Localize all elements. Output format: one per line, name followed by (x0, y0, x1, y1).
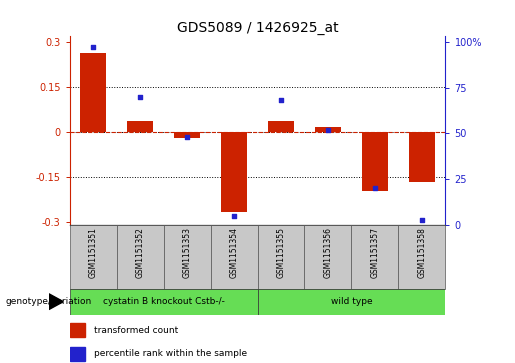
Text: transformed count: transformed count (94, 326, 178, 335)
Bar (127, 121, 153, 132)
Bar (70, 289, 258, 315)
Text: GSM1151352: GSM1151352 (135, 227, 145, 278)
Bar (70, 225, 116, 289)
Bar (258, 225, 304, 289)
Bar (116, 225, 164, 289)
Text: GSM1151351: GSM1151351 (89, 227, 97, 278)
Point (277, 98, 285, 103)
Point (230, 213, 238, 219)
Title: GDS5089 / 1426925_at: GDS5089 / 1426925_at (177, 21, 338, 35)
Polygon shape (49, 294, 63, 310)
Bar (352, 225, 399, 289)
Point (136, 94, 144, 100)
Bar (221, 132, 247, 212)
Text: GSM1151358: GSM1151358 (418, 227, 426, 278)
Bar (268, 121, 294, 132)
Text: GSM1151354: GSM1151354 (230, 227, 238, 278)
Bar (409, 132, 435, 182)
Bar (258, 289, 445, 315)
Bar (362, 132, 388, 191)
Text: GSM1151353: GSM1151353 (182, 227, 192, 278)
Bar (80, 53, 106, 132)
Bar (164, 225, 211, 289)
Text: wild type: wild type (331, 297, 372, 306)
Bar (304, 225, 352, 289)
Text: percentile rank within the sample: percentile rank within the sample (94, 349, 247, 358)
Bar (174, 132, 200, 138)
Text: GSM1151355: GSM1151355 (277, 227, 285, 278)
Point (418, 217, 426, 223)
Point (183, 134, 191, 140)
Text: genotype/variation: genotype/variation (5, 297, 91, 306)
Point (89, 44, 97, 50)
Text: GSM1151356: GSM1151356 (323, 227, 333, 278)
Bar (399, 225, 445, 289)
Text: GSM1151357: GSM1151357 (370, 227, 380, 278)
Bar (315, 127, 341, 132)
Point (324, 127, 332, 132)
Bar (70, 323, 84, 337)
Bar (70, 347, 84, 361)
Text: cystatin B knockout Cstb-/-: cystatin B knockout Cstb-/- (102, 297, 225, 306)
Bar (211, 225, 258, 289)
Point (371, 185, 379, 191)
